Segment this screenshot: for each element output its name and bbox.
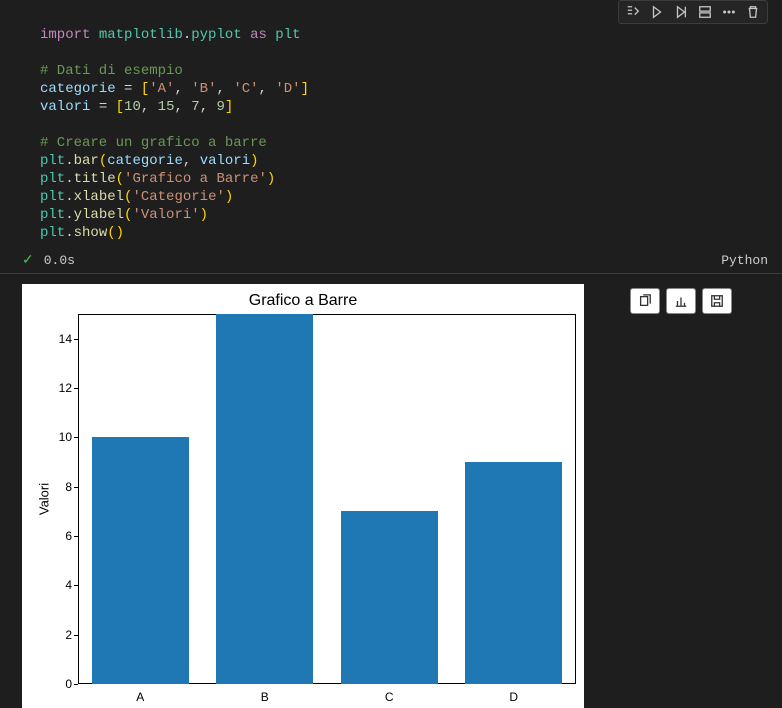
code-token: 'B'	[191, 81, 216, 97]
bar	[465, 462, 562, 684]
code-token: (	[116, 171, 124, 187]
code-token: ylabel	[74, 207, 124, 223]
code-token: as	[250, 27, 267, 43]
code-token: ,	[217, 81, 234, 97]
code-comment: # Creare un grafico a barre	[40, 135, 267, 151]
chart-output: Grafico a Barre Valori 02468101214 ABCD	[22, 284, 584, 708]
code-token: ,	[259, 81, 276, 97]
code-token: .	[65, 153, 73, 169]
code-token: bar	[74, 153, 99, 169]
bar	[341, 511, 438, 684]
code-token: .	[65, 189, 73, 205]
bar	[92, 437, 189, 684]
chart-icon[interactable]	[666, 288, 696, 314]
code-token: ,	[174, 81, 191, 97]
code-token: .	[183, 27, 191, 43]
cell-output: Grafico a Barre Valori 02468101214 ABCD	[0, 274, 782, 708]
plot-area: Valori 02468101214 ABCD	[78, 314, 576, 684]
code-token: xlabel	[74, 189, 124, 205]
code-token: 'Categorie'	[132, 189, 224, 205]
code-token: plt	[275, 27, 300, 43]
code-token: pyplot	[191, 27, 241, 43]
y-tick-label: 2	[48, 628, 72, 642]
y-tick-label: 10	[48, 430, 72, 444]
code-token: ,	[174, 99, 191, 115]
code-cell[interactable]: import matplotlib.pyplot as plt # Dati d…	[0, 0, 782, 242]
code-token: .	[65, 207, 73, 223]
code-token: 'C'	[233, 81, 258, 97]
code-token: title	[74, 171, 116, 187]
code-token: )	[225, 189, 233, 205]
code-token: 'A'	[149, 81, 174, 97]
code-token: 15	[158, 99, 175, 115]
code-token: ,	[141, 99, 158, 115]
code-comment: # Dati di esempio	[40, 63, 183, 79]
code-token: plt	[40, 207, 65, 223]
code-token: 'D'	[275, 81, 300, 97]
code-token: matplotlib	[99, 27, 183, 43]
run-by-line-icon[interactable]	[621, 3, 645, 21]
code-token: 9	[217, 99, 225, 115]
exec-time: 0.0s	[44, 253, 75, 268]
code-token: plt	[40, 153, 65, 169]
output-toolbar	[630, 288, 732, 314]
code-token: categorie	[107, 153, 183, 169]
code-token: [	[116, 99, 124, 115]
save-icon[interactable]	[702, 288, 732, 314]
code-token: )	[267, 171, 275, 187]
code-token: 'Valori'	[132, 207, 199, 223]
code-token: import	[40, 27, 90, 43]
code-token: .	[65, 171, 73, 187]
code-token: (	[99, 153, 107, 169]
code-token: [	[141, 81, 149, 97]
y-tick-label: 14	[48, 332, 72, 346]
code-token: .	[65, 225, 73, 241]
code-token: 7	[191, 99, 199, 115]
code-token: )	[200, 207, 208, 223]
code-token: ()	[107, 225, 124, 241]
code-token: show	[74, 225, 108, 241]
code-token: plt	[40, 171, 65, 187]
code-token: 'Grafico a Barre'	[124, 171, 267, 187]
chart-title: Grafico a Barre	[22, 284, 584, 314]
code-token: ,	[183, 153, 200, 169]
code-token: ]	[225, 99, 233, 115]
code-token: =	[90, 99, 115, 115]
language-label[interactable]: Python	[721, 253, 768, 268]
y-tick-label: 8	[48, 480, 72, 494]
split-cell-icon[interactable]	[693, 3, 717, 21]
code-token: categorie	[40, 81, 116, 97]
y-tick-label: 12	[48, 381, 72, 395]
more-icon[interactable]	[717, 3, 741, 21]
code-token: )	[250, 153, 258, 169]
code-token: 10	[124, 99, 141, 115]
y-tick-label: 4	[48, 578, 72, 592]
code-token: valori	[40, 99, 90, 115]
y-tick-label: 0	[48, 677, 72, 691]
bar	[216, 314, 313, 684]
code-token: ,	[200, 99, 217, 115]
copy-icon[interactable]	[630, 288, 660, 314]
code-token: plt	[40, 189, 65, 205]
execute-cell-icon[interactable]	[645, 3, 669, 21]
code-token: plt	[40, 225, 65, 241]
status-bar: ✓ 0.0s Python	[0, 248, 782, 274]
code-token: valori	[200, 153, 250, 169]
delete-icon[interactable]	[741, 3, 765, 21]
execute-below-icon[interactable]	[669, 3, 693, 21]
code-token: =	[116, 81, 141, 97]
y-tick-label: 6	[48, 529, 72, 543]
cell-toolbar	[618, 0, 768, 24]
check-icon: ✓	[22, 252, 34, 269]
code-token: ]	[301, 81, 309, 97]
